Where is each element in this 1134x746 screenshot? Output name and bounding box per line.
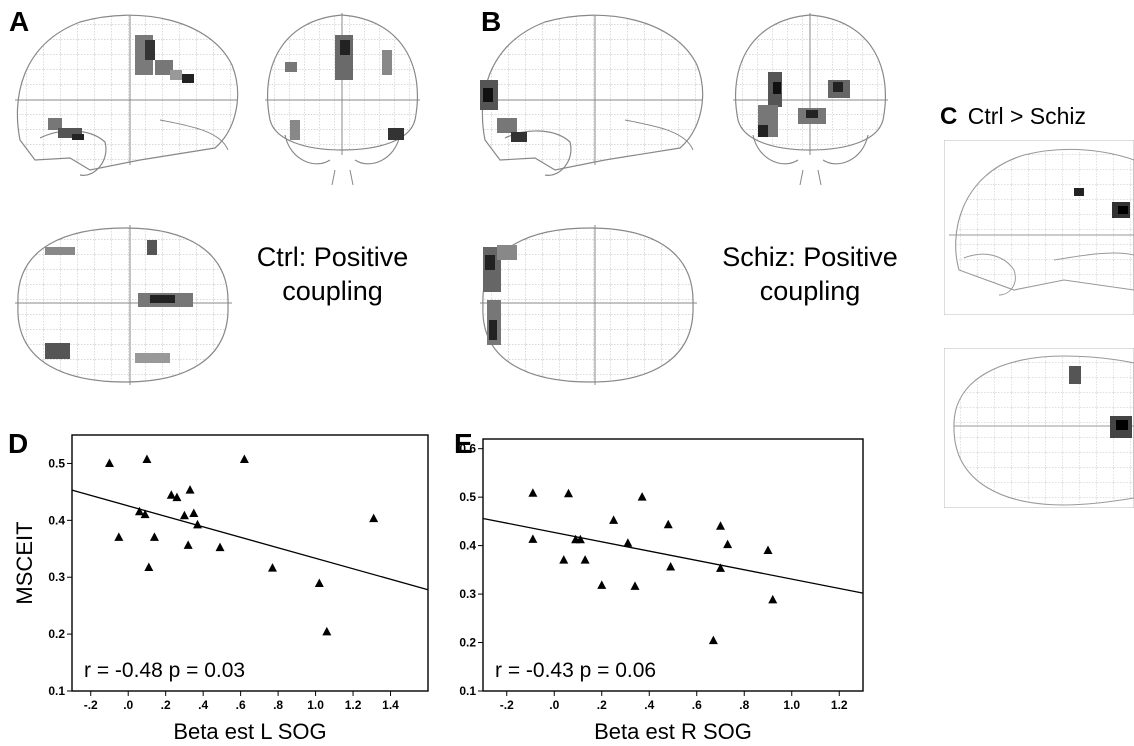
chart-e-point bbox=[623, 538, 633, 547]
chart-d-point bbox=[179, 510, 189, 520]
chart-d-x-tick-label: .4 bbox=[198, 698, 208, 712]
chart-d-point bbox=[142, 454, 152, 463]
chart-e-point bbox=[663, 519, 673, 529]
caption-a-line1: Ctrl: Positive bbox=[256, 242, 409, 272]
chart-e-y-tick-label: 0.3 bbox=[459, 587, 476, 601]
chart-d-point bbox=[185, 485, 195, 494]
chart-d-point bbox=[189, 508, 199, 518]
chart-d-point bbox=[314, 578, 324, 587]
chart-e-x-tick-label: 1.2 bbox=[831, 698, 848, 712]
chart-e-point bbox=[559, 555, 569, 564]
chart-e-plot-frame bbox=[482, 438, 864, 692]
chart-e-point bbox=[597, 580, 607, 589]
caption-b: Schiz: Positive coupling bbox=[700, 240, 920, 308]
chart-d-y-tick-label: 0.4 bbox=[48, 513, 65, 527]
chart-e-x-tick-label: -.2 bbox=[500, 698, 514, 712]
chart-d-point bbox=[172, 492, 182, 502]
chart-d-x-axis-label: Beta est L SOG bbox=[173, 719, 326, 744]
chart-e-x-tick-label: .8 bbox=[739, 698, 749, 712]
chart-d-point bbox=[215, 542, 225, 552]
chart-d-x-tick-label: .8 bbox=[273, 698, 283, 712]
chart-d-fit-line bbox=[71, 489, 429, 591]
chart-e-point bbox=[630, 581, 640, 590]
chart-d-x-tick-label: .6 bbox=[236, 698, 246, 712]
chart-e-x-tick-label: .2 bbox=[597, 698, 607, 712]
chart-e-x-axis-label: Beta est R SOG bbox=[594, 719, 752, 744]
chart-e-point bbox=[528, 534, 538, 543]
chart-d-point bbox=[166, 490, 176, 499]
chart-e-y-tick-label: 0.2 bbox=[459, 636, 476, 650]
caption-b-line1: Schiz: Positive bbox=[722, 242, 898, 272]
chart-e-point bbox=[637, 492, 647, 501]
glass-brain-coronal-a bbox=[265, 13, 420, 185]
chart-e-stats-annotation: r = -0.43 p = 0.06 bbox=[495, 659, 656, 682]
chart-d-y-tick-label: 0.5 bbox=[48, 456, 65, 470]
chart-e-x-tick-label: 1.0 bbox=[783, 698, 800, 712]
chart-e-fit-line bbox=[482, 517, 864, 594]
chart-d-point bbox=[193, 519, 203, 529]
chart-d-y-axis-label: MSCEIT bbox=[12, 521, 37, 604]
panel-label-d: D bbox=[8, 428, 29, 459]
chart-e-point bbox=[763, 545, 773, 554]
panel-label-c: C bbox=[940, 103, 958, 130]
chart-e-point bbox=[708, 635, 718, 645]
chart-d-x-tick-label: .0 bbox=[123, 698, 133, 712]
panel-label-b: B bbox=[481, 6, 502, 37]
panel-c-title: Ctrl > Schiz bbox=[967, 103, 1087, 129]
panel-c-header: C Ctrl > Schiz bbox=[940, 103, 1086, 130]
glass-brain-sagittal-a bbox=[15, 14, 239, 176]
chart-d-point bbox=[369, 513, 379, 523]
chart-e-x-tick-label: .6 bbox=[692, 698, 702, 712]
chart-d-x-tick-label: 1.2 bbox=[345, 698, 362, 712]
scatter-plot-d: -.2 .0 .2 .4 .6 .8 1.0 1.2 1.4 0.1 0.2 0.3 0.4 0.5 r =… bbox=[12, 434, 429, 744]
chart-d-plot-frame bbox=[71, 434, 429, 692]
chart-e-y-tick-label: 0.4 bbox=[459, 539, 476, 553]
chart-d-point bbox=[140, 509, 150, 519]
glass-brain-axial-b bbox=[480, 225, 697, 385]
caption-b-line2: coupling bbox=[759, 276, 861, 306]
chart-d-point bbox=[134, 506, 144, 516]
chart-d-point bbox=[144, 562, 154, 572]
glass-brain-sagittal-b bbox=[480, 14, 704, 176]
chart-e-point bbox=[564, 488, 573, 498]
chart-d-stats-annotation: r = -0.48 p = 0.03 bbox=[84, 659, 245, 682]
chart-e-y-tick-label: 0.5 bbox=[459, 490, 476, 504]
glass-brain-axial-a bbox=[15, 225, 232, 385]
chart-d-point bbox=[149, 532, 159, 541]
chart-d-point bbox=[183, 540, 193, 549]
chart-e-point bbox=[723, 539, 733, 549]
chart-d-y-tick-label: 0.1 bbox=[48, 684, 65, 698]
scatter-plot-e: -.2 .0 .2 .4 .6 .8 1.0 1.2 0.1 0.2 0.3 0.4 0.5 0.6 r =… bbox=[459, 438, 864, 744]
chart-e-y-tick-label: 0.6 bbox=[459, 442, 476, 456]
chart-e-y-tick-label: 0.1 bbox=[459, 684, 476, 698]
chart-d-x-tick-label: 1.0 bbox=[307, 698, 324, 712]
chart-e-point bbox=[716, 521, 725, 530]
panel-label-e: E bbox=[454, 428, 473, 459]
chart-e-point bbox=[716, 563, 725, 572]
caption-a-line2: coupling bbox=[282, 276, 383, 306]
chart-d-y-tick-label: 0.3 bbox=[48, 570, 65, 584]
chart-d-point bbox=[104, 458, 114, 467]
chart-d-point bbox=[267, 563, 277, 572]
chart-d-x-tick-label: -.2 bbox=[84, 698, 98, 712]
chart-d-x-tick-label: 1.4 bbox=[382, 698, 399, 712]
chart-e-x-tick-label: .4 bbox=[644, 698, 654, 712]
chart-e-point bbox=[609, 515, 619, 524]
panel-label-a: A bbox=[9, 6, 30, 37]
glass-brain-sagittal-c bbox=[944, 140, 1134, 315]
chart-d-x-tick-label: .2 bbox=[161, 698, 171, 712]
chart-d-point bbox=[114, 532, 124, 541]
chart-e-point bbox=[666, 561, 676, 571]
chart-d-y-tick-label: 0.2 bbox=[48, 627, 65, 641]
chart-d-point bbox=[239, 454, 249, 463]
chart-e-point bbox=[580, 555, 590, 564]
chart-d-point bbox=[322, 626, 332, 636]
chart-e-point bbox=[575, 534, 585, 544]
caption-a: Ctrl: Positive coupling bbox=[230, 240, 435, 308]
chart-e-point bbox=[528, 488, 538, 497]
chart-e-point bbox=[768, 594, 778, 604]
chart-e-x-tick-label: .0 bbox=[549, 698, 559, 712]
glass-brain-axial-c bbox=[944, 348, 1134, 508]
glass-brain-coronal-b bbox=[733, 13, 888, 185]
